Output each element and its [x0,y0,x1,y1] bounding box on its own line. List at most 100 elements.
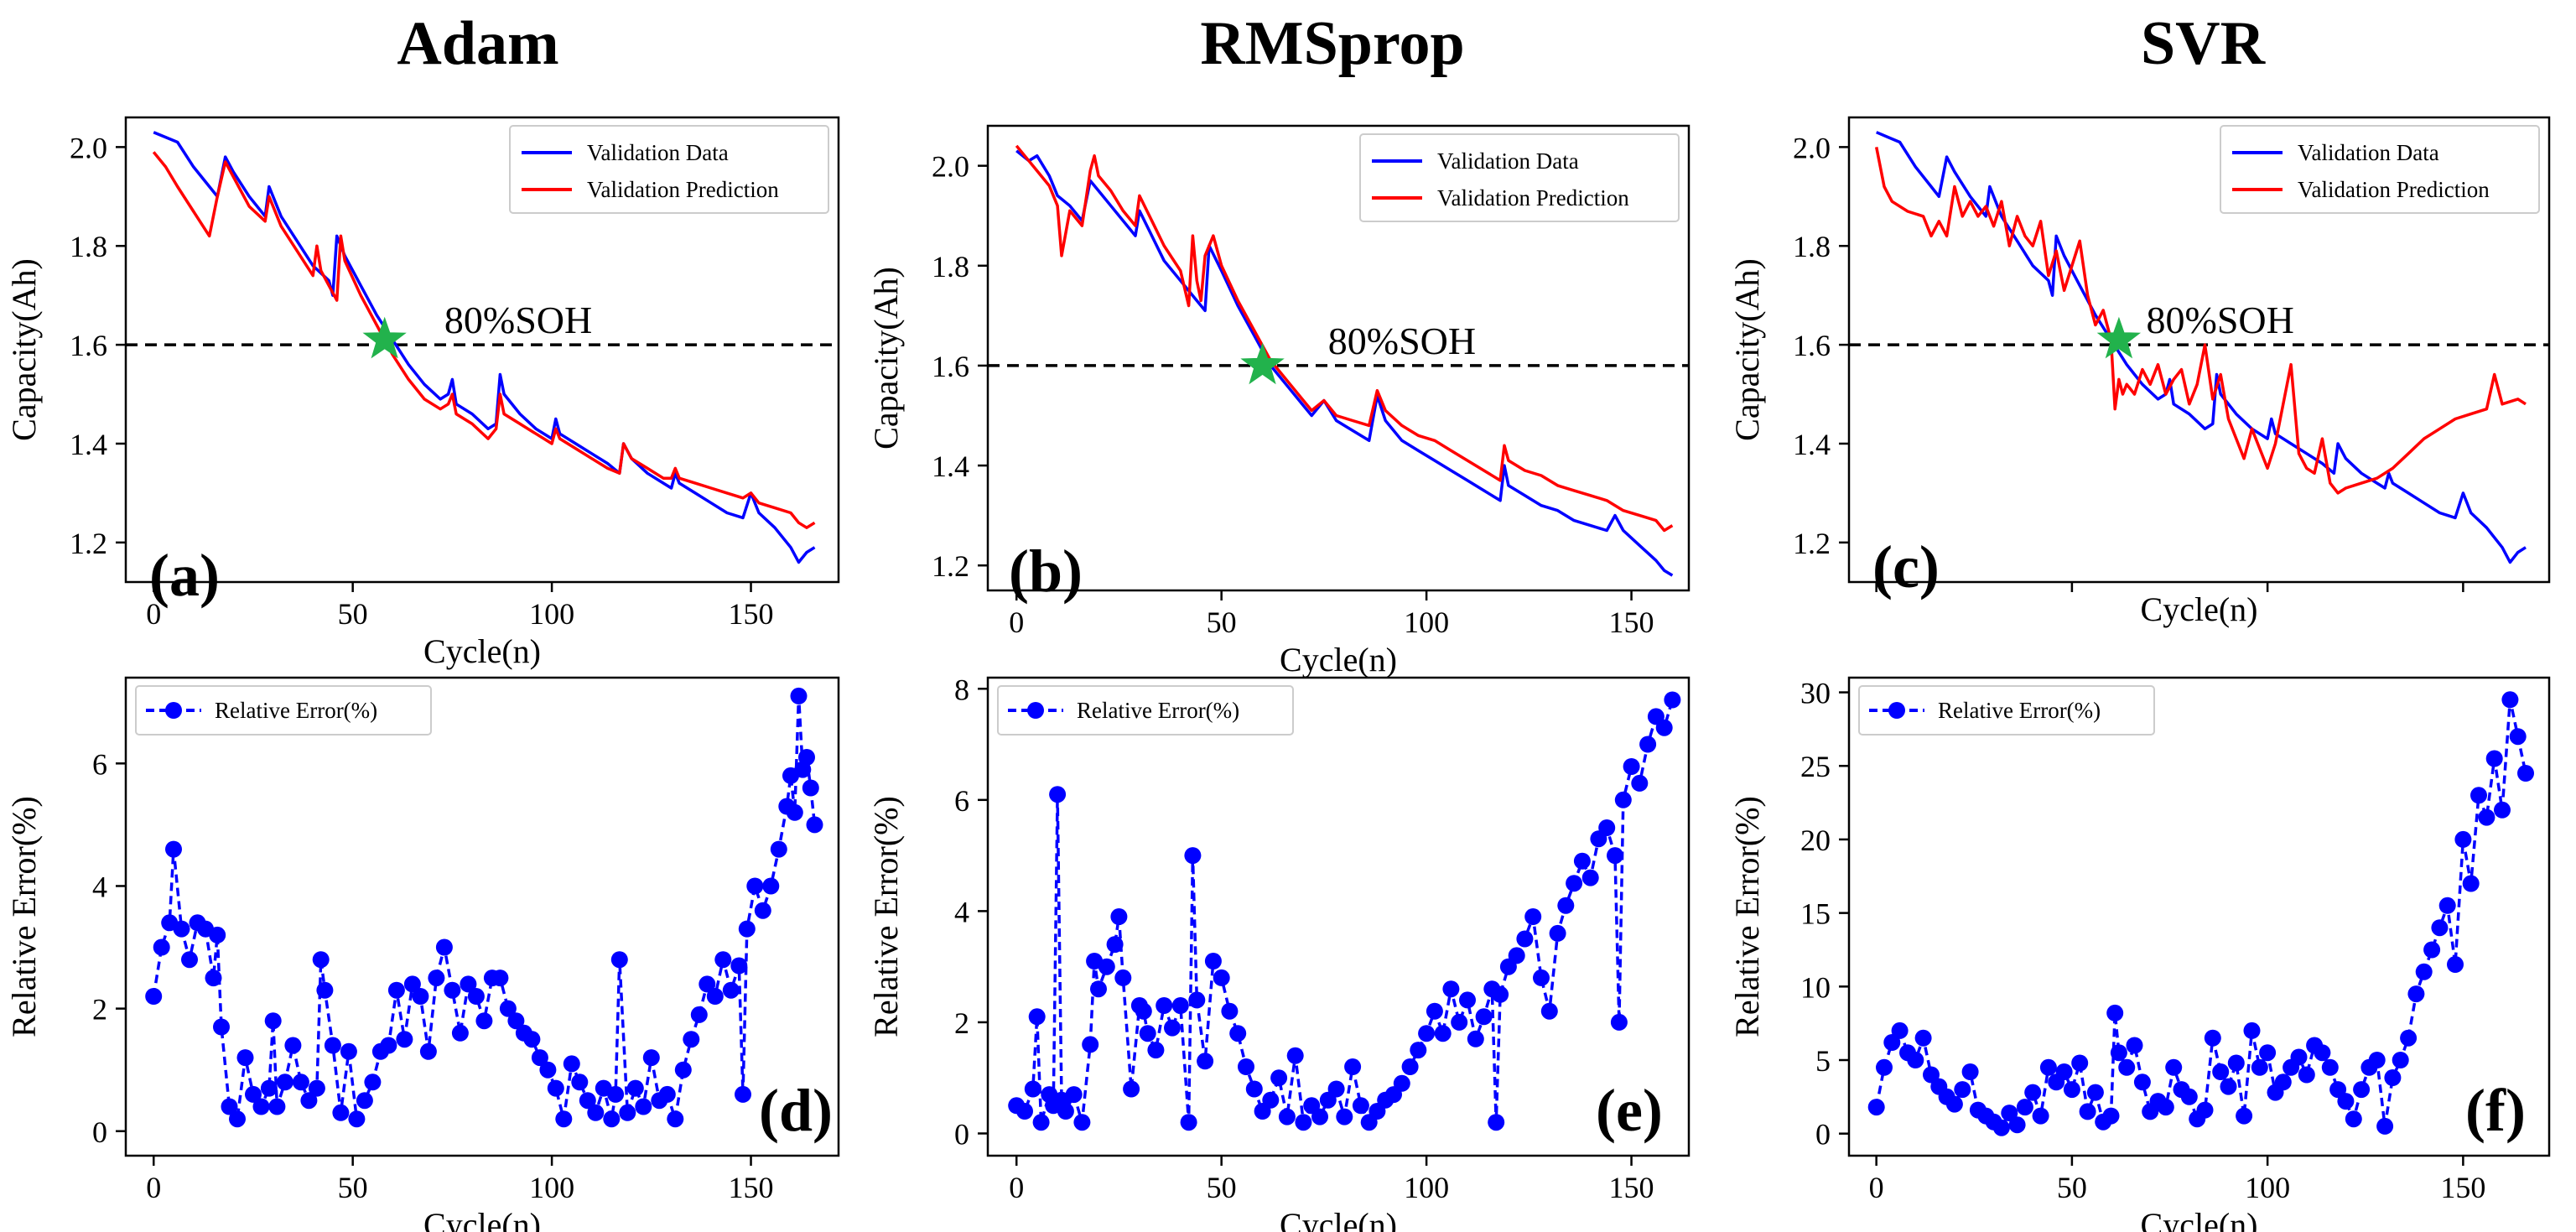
x-tick-label: 0 [146,597,161,631]
relative-error-point [1945,1095,1963,1113]
relative-error-point [1451,1013,1468,1031]
relative-error-point [2376,1117,2394,1135]
soh-star-marker [2096,316,2142,359]
relative-error-point [1623,758,1640,775]
relative-error-point [209,926,226,943]
relative-error-point [2298,1066,2315,1084]
relative-error-point [1106,936,1124,954]
legend-box [509,125,829,214]
relative-error-point [1114,969,1132,986]
relative-error-point [2345,1110,2362,1128]
y-tick-label: 0 [1815,1118,1831,1151]
relative-error-point [1171,997,1189,1014]
legend-swatch-marker [1888,702,1905,719]
relative-error-point [1655,719,1673,736]
relative-error-point [786,803,803,821]
y-axis-label: Capacity(Ah) [867,267,905,450]
relative-error-point [1508,947,1525,964]
relative-error-point [2204,1029,2221,1047]
plot-frame [986,676,1690,1157]
legend-label: Validation Prediction [1437,185,1629,211]
relative-error-point [1344,1058,1362,1075]
relative-error-point [2314,1044,2331,1062]
relative-error-point [1492,985,1509,1003]
relative-error-point [1914,1029,1932,1047]
relative-error-point [2400,1029,2418,1047]
relative-error-point [1442,980,1460,998]
relative-error-line [1874,698,2527,1130]
legend-box [1359,133,1680,222]
legend: Relative Error(%) [997,685,1294,736]
x-tick-label: 150 [729,597,774,631]
relative-error-point [587,1104,605,1121]
relative-error-point [324,1037,341,1054]
relative-error-point [798,749,815,766]
relative-error-point [2071,1054,2089,1072]
legend: Validation Data Validation Prediction [509,125,829,214]
relative-error-point [2517,765,2534,782]
panel-label: (c) [1872,533,1940,600]
relative-error-point [1262,1091,1280,1109]
relative-error-point [2321,1058,2339,1076]
relative-error-point [1867,1099,1885,1116]
relative-error-point [205,969,222,987]
relative-error-point [1188,991,1206,1009]
y-tick-label: 15 [1800,897,1831,931]
legend-label: Relative Error(%) [1938,698,2101,723]
relative-error-point [603,1110,621,1128]
relative-error-point [2337,1093,2355,1110]
relative-error-point [1614,791,1632,808]
relative-error-point [236,1049,254,1067]
relative-error-point [635,1098,652,1115]
validation-prediction-line [1015,144,1674,533]
relative-error-point [292,1073,309,1091]
y-tick-label: 20 [1800,824,1831,857]
relative-error-point [2259,1044,2277,1062]
relative-error-point [451,1024,469,1042]
relative-error-point [1245,1080,1263,1098]
relative-error-point [1184,847,1202,865]
relative-error-point [475,1012,493,1030]
x-tick-label: 100 [1404,606,1449,639]
y-axis-label: Relative Error(%) [5,796,43,1037]
legend: Validation Data Validation Prediction [2220,125,2540,214]
relative-error-point [332,1104,350,1121]
relative-error-point [264,1012,282,1030]
y-tick-label: 0 [954,1117,969,1151]
relative-error-point [1581,869,1599,886]
relative-error-point [735,1085,751,1103]
relative-error-point [213,1018,230,1036]
relative-error-point [802,779,819,797]
validation-prediction-line [152,151,816,529]
relative-error-point [1954,1081,1971,1099]
y-tick-label: 4 [92,870,107,903]
panel-label: (d) [759,1077,833,1144]
relative-error-point [642,1049,660,1067]
y-tick-label: 2 [954,1006,969,1040]
relative-error-point [2039,1058,2057,1076]
x-tick-label: 150 [729,1171,774,1204]
legend-box [997,685,1294,736]
relative-error-point [714,951,732,969]
relative-error-point [499,1000,517,1017]
relative-error-point [1467,1030,1484,1047]
relative-error-point [1533,969,1550,986]
x-tick-label: 150 [1609,1171,1654,1204]
y-tick-label: 6 [92,747,107,781]
relative-error-point [1204,953,1222,969]
relative-error-point [260,1079,278,1097]
relative-error-point [145,988,163,1005]
relative-error-point [2133,1073,2151,1091]
relative-error-point [1336,1108,1353,1125]
relative-error-point [563,1055,580,1073]
y-tick-label: 1.2 [932,549,969,583]
x-axis-label: Cycle(n) [2141,1206,2258,1232]
relative-error-point [2118,1058,2136,1076]
relative-error-point [1549,924,1566,942]
y-tick-label: 8 [954,673,969,706]
relative-error-point [2016,1099,2033,1116]
relative-error-point [412,988,429,1005]
relative-error-point [730,957,748,975]
x-tick-label: 150 [1609,606,1654,639]
x-tick-label: 50 [338,597,368,631]
